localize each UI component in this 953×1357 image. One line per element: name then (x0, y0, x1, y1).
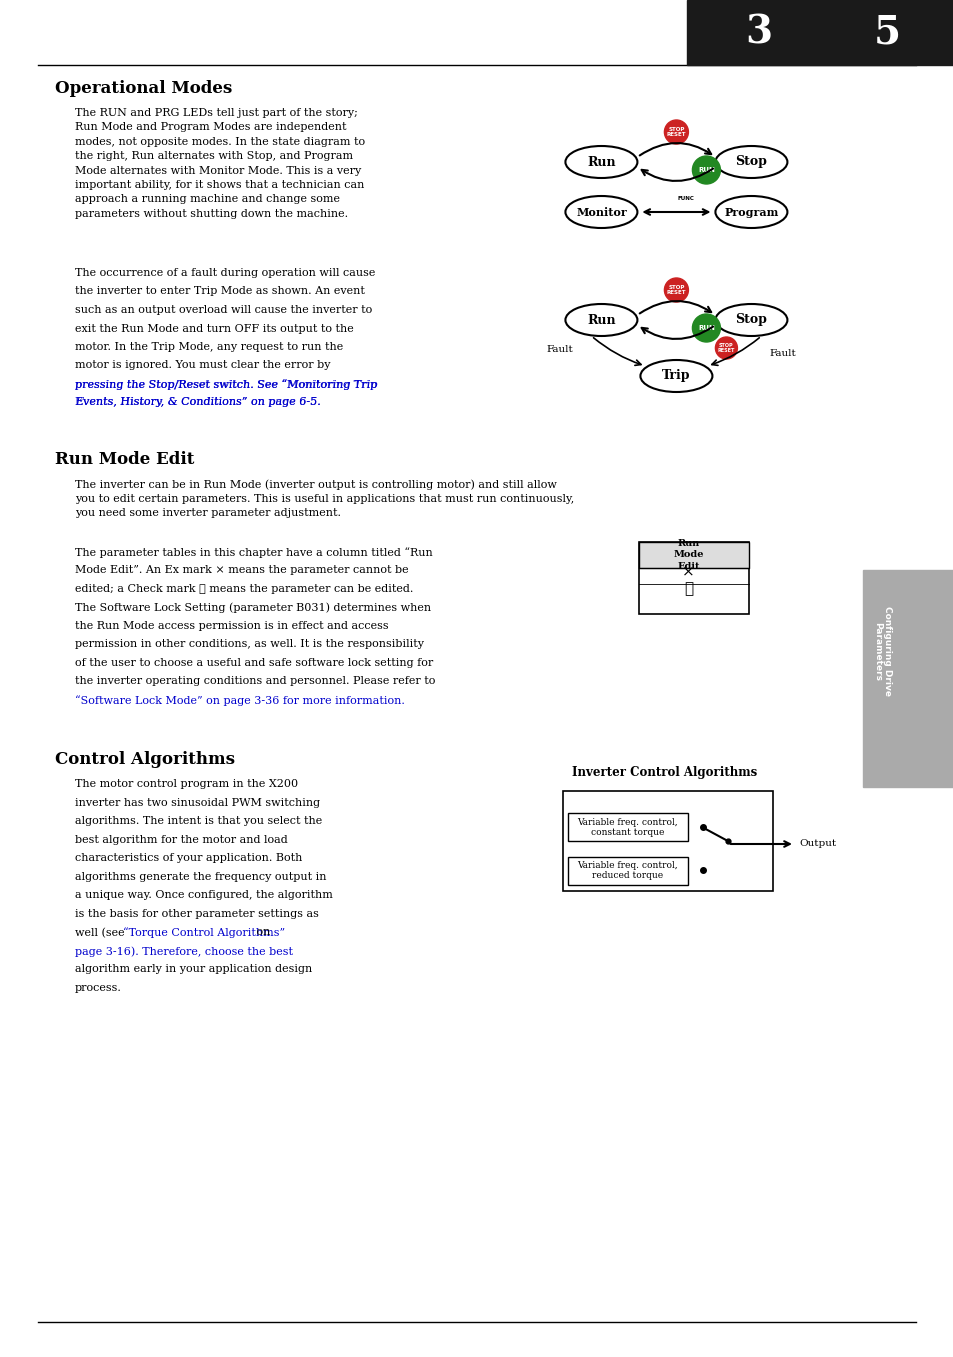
Text: Mode Edit”. An Ex mark × means the parameter cannot be: Mode Edit”. An Ex mark × means the param… (75, 566, 408, 575)
Ellipse shape (565, 304, 637, 337)
Text: permission in other conditions, as well. It is the responsibility: permission in other conditions, as well.… (75, 639, 423, 650)
Text: such as an output overload will cause the inverter to: such as an output overload will cause th… (75, 305, 372, 315)
Circle shape (692, 313, 720, 342)
Text: Variable freq. control,
reduced torque: Variable freq. control, reduced torque (577, 860, 678, 881)
Text: STOP
RESET: STOP RESET (666, 285, 685, 296)
Bar (567, 813, 687, 841)
Bar (862, 570, 953, 787)
Ellipse shape (639, 360, 712, 392)
Text: The parameter tables in this chapter have a column titled “Run: The parameter tables in this chapter hav… (75, 547, 433, 558)
Text: algorithms generate the frequency output in: algorithms generate the frequency output… (75, 873, 326, 882)
Text: Run
Mode
Edit: Run Mode Edit (673, 539, 703, 570)
Text: page 3-16). Therefore, choose the best: page 3-16). Therefore, choose the best (75, 946, 293, 957)
Text: algorithm early in your application design: algorithm early in your application desi… (75, 965, 312, 974)
Text: STOP
RESET: STOP RESET (666, 126, 685, 137)
Text: The RUN and PRG LEDs tell just part of the story;
Run Mode and Program Modes are: The RUN and PRG LEDs tell just part of t… (75, 109, 365, 218)
Circle shape (675, 187, 697, 209)
Text: is the basis for other parameter settings as: is the basis for other parameter setting… (75, 909, 318, 919)
Bar (567, 856, 687, 885)
Text: Monitor: Monitor (576, 206, 626, 217)
Circle shape (663, 278, 688, 303)
Text: The occurrence of a fault during operation will cause: The occurrence of a fault during operati… (75, 267, 375, 278)
Text: STOP
RESET: STOP RESET (717, 342, 735, 353)
Text: on: on (253, 927, 270, 938)
Ellipse shape (565, 195, 637, 228)
Text: ×: × (681, 566, 695, 579)
Text: motor is ignored. You must clear the error by: motor is ignored. You must clear the err… (75, 361, 330, 370)
Text: process.: process. (75, 982, 122, 993)
Circle shape (663, 119, 688, 144)
Text: algorithms. The intent is that you select the: algorithms. The intent is that you selec… (75, 817, 322, 826)
Text: exit the Run Mode and turn OFF its output to the: exit the Run Mode and turn OFF its outpu… (75, 323, 354, 334)
Text: Inverter Control Algorithms: Inverter Control Algorithms (572, 767, 757, 779)
Text: Fault: Fault (546, 346, 573, 354)
Ellipse shape (715, 147, 786, 178)
Text: Variable freq. control,
constant torque: Variable freq. control, constant torque (577, 818, 678, 837)
Text: pressing the Stop/Reset switch. See “Monitoring Trip: pressing the Stop/Reset switch. See “Mon… (75, 379, 377, 389)
Text: 5: 5 (873, 14, 900, 52)
Text: “Software Lock Mode” on page 3-36 for more information.: “Software Lock Mode” on page 3-36 for mo… (75, 695, 404, 706)
Ellipse shape (715, 195, 786, 228)
Text: FUNC: FUNC (678, 195, 694, 201)
Text: Fault: Fault (769, 349, 796, 357)
Ellipse shape (715, 304, 786, 337)
Text: Program: Program (723, 206, 778, 217)
Text: the inverter operating conditions and personnel. Please refer to: the inverter operating conditions and pe… (75, 677, 435, 687)
Text: 3: 3 (744, 14, 771, 52)
Text: characteristics of your application. Both: characteristics of your application. Bot… (75, 854, 302, 863)
Text: “Torque Control Algorithms”: “Torque Control Algorithms” (123, 927, 285, 938)
Text: Events, History, & Conditions” on page 6-5.: Events, History, & Conditions” on page 6… (75, 398, 320, 407)
Circle shape (715, 337, 737, 360)
Text: edited; a Check mark ✓ means the parameter can be edited.: edited; a Check mark ✓ means the paramet… (75, 584, 413, 594)
Text: Run: Run (586, 156, 615, 168)
Text: of the user to choose a useful and safe software lock setting for: of the user to choose a useful and safe … (75, 658, 433, 668)
Text: Run: Run (586, 313, 615, 327)
Text: Stop: Stop (735, 313, 766, 327)
Text: Stop: Stop (735, 156, 766, 168)
Bar (639, 541, 748, 613)
Text: ✓: ✓ (683, 582, 693, 596)
Text: The Software Lock Setting (parameter B031) determines when: The Software Lock Setting (parameter B03… (75, 603, 431, 613)
Text: the inverter to enter Trip Mode as shown. An event: the inverter to enter Trip Mode as shown… (75, 286, 364, 296)
Text: Operational Modes: Operational Modes (55, 80, 232, 96)
Text: pressing the Stop/Reset switch. See “Monitoring Trip: pressing the Stop/Reset switch. See “Mon… (75, 379, 376, 389)
Text: Events, History, & Conditions” on page 6-5.: Events, History, & Conditions” on page 6… (75, 398, 320, 407)
Text: a unique way. Once configured, the algorithm: a unique way. Once configured, the algor… (75, 890, 333, 901)
Text: Run Mode Edit: Run Mode Edit (55, 451, 194, 468)
Text: the Run Mode access permission is in effect and access: the Run Mode access permission is in eff… (75, 622, 388, 631)
Text: Control Algorithms: Control Algorithms (55, 752, 234, 768)
Text: Trip: Trip (661, 369, 690, 383)
Text: RUN: RUN (698, 167, 714, 172)
Text: inverter has two sinusoidal PWM switching: inverter has two sinusoidal PWM switchin… (75, 798, 320, 807)
Text: RUN: RUN (698, 324, 714, 331)
Text: well (see: well (see (75, 927, 128, 938)
Text: The inverter can be in Run Mode (inverter output is controlling motor) and still: The inverter can be in Run Mode (inverte… (75, 479, 574, 518)
Bar (562, 791, 772, 892)
Ellipse shape (565, 147, 637, 178)
Text: The motor control program in the X200: The motor control program in the X200 (75, 779, 297, 790)
Text: Output: Output (799, 840, 836, 848)
Circle shape (692, 156, 720, 185)
Text: best algorithm for the motor and load: best algorithm for the motor and load (75, 835, 288, 845)
Bar (686, 0, 953, 65)
Bar (639, 541, 748, 569)
Text: motor. In the Trip Mode, any request to run the: motor. In the Trip Mode, any request to … (75, 342, 343, 351)
Text: Configuring Drive
Parameters: Configuring Drive Parameters (872, 607, 891, 696)
